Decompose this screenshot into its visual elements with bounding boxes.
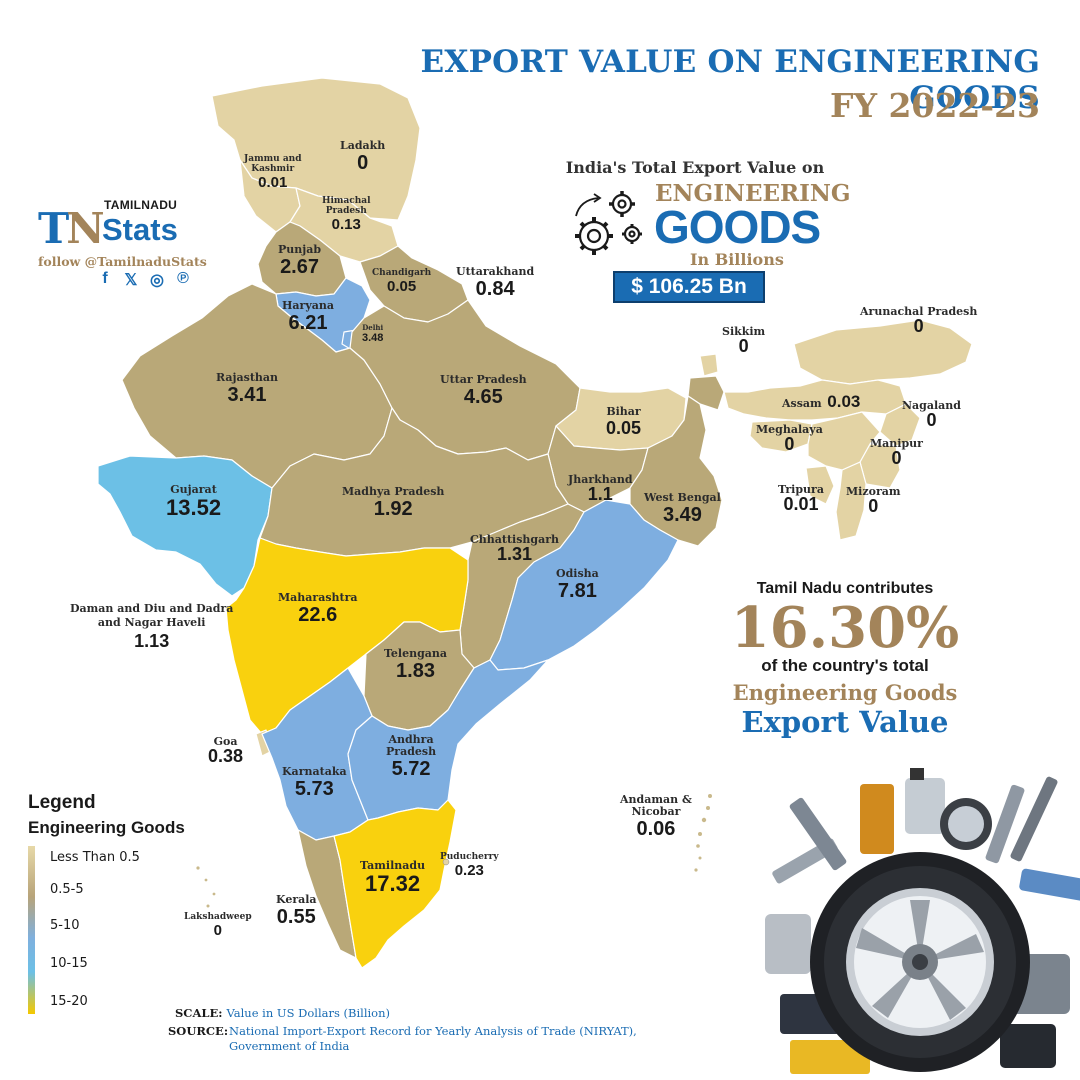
state-label: Assam 0.03 bbox=[782, 392, 861, 411]
state-label: Chandigarh 0.05 bbox=[372, 268, 432, 295]
region-meghalaya bbox=[749, 419, 813, 453]
state-label: West Bengal 3.49 bbox=[644, 491, 721, 527]
instagram-icon[interactable]: ◎ bbox=[150, 272, 164, 289]
state-label: Uttar Pradesh 4.65 bbox=[440, 373, 527, 409]
legend-item: 15-20 bbox=[50, 994, 88, 1009]
state-label: Ladakh 0 bbox=[340, 139, 386, 175]
state-label: Lakshadweep 0 bbox=[184, 912, 252, 939]
state-label: Andhra Pradesh 5.72 bbox=[386, 733, 437, 781]
legend-item: 0.5-5 bbox=[50, 882, 84, 897]
state-label: Mizoram 0 bbox=[846, 485, 901, 516]
region-tamilnadu bbox=[333, 799, 457, 969]
source-label: SOURCE: bbox=[168, 1024, 229, 1038]
tamilnadu-contribution: Tamil Nadu contributes 16.30% of the cou… bbox=[700, 580, 990, 739]
state-label: Manipur 0 bbox=[870, 437, 923, 468]
contribution-percent: 16.30% bbox=[730, 595, 960, 661]
region-mizoram bbox=[835, 461, 867, 541]
total-heading: India's Total Export Value on bbox=[565, 158, 825, 177]
andaman-islands bbox=[694, 794, 712, 872]
brand-state: TAMILNADU bbox=[104, 198, 178, 212]
state-label: Goa 0.38 bbox=[208, 735, 244, 766]
state-label: Nagaland 0 bbox=[902, 399, 961, 430]
legend-item: 10-15 bbox=[50, 956, 88, 971]
contribution-line1: Tamil Nadu contributes bbox=[756, 580, 934, 597]
x-icon[interactable]: 𝕏 bbox=[124, 272, 138, 289]
state-label: Punjab 2.67 bbox=[278, 243, 322, 279]
contribution-line2: of the country's total bbox=[761, 656, 929, 675]
region-andhra-pradesh bbox=[347, 659, 549, 821]
state-label: Madhya Pradesh 1.92 bbox=[342, 485, 445, 521]
state-label: Daman and Diu and Dadra and Nagar Haveli… bbox=[70, 602, 234, 651]
follow-handle[interactable]: follow @TamilnaduStats bbox=[38, 254, 207, 269]
region-tripura bbox=[805, 465, 835, 505]
state-label: Andaman & Nicobar 0.06 bbox=[620, 793, 692, 841]
total-unit: In Billions bbox=[690, 250, 784, 269]
state-label: Kerala 0.55 bbox=[276, 893, 317, 929]
total-word-engineering: ENGINEERING bbox=[655, 180, 851, 207]
contribution-line3: Engineering Goods bbox=[732, 680, 958, 705]
state-label: Rajasthan 3.41 bbox=[216, 371, 279, 407]
pinterest-icon[interactable]: ℗ bbox=[177, 270, 189, 287]
facebook-icon[interactable]: f bbox=[102, 270, 108, 287]
gears-icon bbox=[575, 191, 642, 255]
brand-name: Stats bbox=[102, 212, 178, 247]
state-label: Tamilnadu 17.32 bbox=[360, 859, 426, 896]
state-label: Arunachal Pradesh 0 bbox=[860, 305, 978, 336]
state-label: Bihar 0.05 bbox=[606, 405, 642, 439]
legend-subtitle: Engineering Goods bbox=[28, 818, 185, 837]
state-label: Himachal Pradesh 0.13 bbox=[322, 196, 371, 233]
state-label: Karnataka 5.73 bbox=[282, 765, 347, 801]
region-puducherry bbox=[442, 858, 450, 866]
total-word-goods: GOODS bbox=[654, 201, 821, 253]
legend-color-bar bbox=[28, 846, 35, 1014]
state-label: Uttarakhand 0.84 bbox=[456, 265, 535, 301]
state-label: Tripura 0.01 bbox=[778, 483, 824, 514]
legend-title: Legend bbox=[28, 792, 96, 813]
state-label: Telengana 1.83 bbox=[384, 647, 448, 683]
state-label: Puducherry 0.23 bbox=[440, 852, 499, 879]
source-text: National Import-Export Record for Yearly… bbox=[229, 1024, 637, 1053]
tire-wheel-icon bbox=[810, 852, 1030, 1072]
state-label: Meghalaya 0 bbox=[756, 423, 823, 454]
brand-mark: TN bbox=[38, 204, 105, 253]
state-label: Jharkhand 1.1 bbox=[568, 473, 633, 504]
brand-logo[interactable]: TN TAMILNADU Stats bbox=[38, 198, 198, 258]
legend-item: Less Than 0.5 bbox=[50, 850, 140, 865]
state-label: Haryana 6.21 bbox=[282, 299, 334, 335]
fiscal-year: FY 2022-23 bbox=[830, 86, 1040, 125]
state-label: Gujarat 13.52 bbox=[166, 483, 222, 520]
state-label: Delhi 3.48 bbox=[362, 323, 384, 345]
state-label: Chhattishgarh 1.31 bbox=[470, 533, 560, 564]
total-value-badge: $ 106.25 Bn bbox=[613, 271, 765, 303]
region-west-bengal bbox=[629, 395, 723, 547]
region-gujarat bbox=[97, 455, 273, 597]
scale-note: SCALE: Value in US Dollars (Billion) bbox=[175, 1006, 390, 1020]
state-label: Jammu and Kashmir 0.01 bbox=[244, 154, 302, 191]
legend-item: 5-10 bbox=[50, 918, 80, 933]
state-label: Maharashtra 22.6 bbox=[278, 591, 358, 627]
region-assam-south bbox=[807, 411, 881, 471]
state-label: Sikkim 0 bbox=[722, 325, 766, 356]
state-label: Odisha 7.81 bbox=[556, 567, 599, 603]
lakshadweep-islands bbox=[196, 866, 216, 908]
social-links: f 𝕏 ◎ ℗ bbox=[96, 270, 192, 290]
auto-parts-illustration bbox=[765, 768, 1080, 1074]
region-sikkim bbox=[699, 353, 719, 377]
contribution-line4: Export Value bbox=[741, 705, 949, 739]
main-title: EXPORT VALUE ON ENGINEERING GOODS bbox=[420, 44, 1040, 116]
